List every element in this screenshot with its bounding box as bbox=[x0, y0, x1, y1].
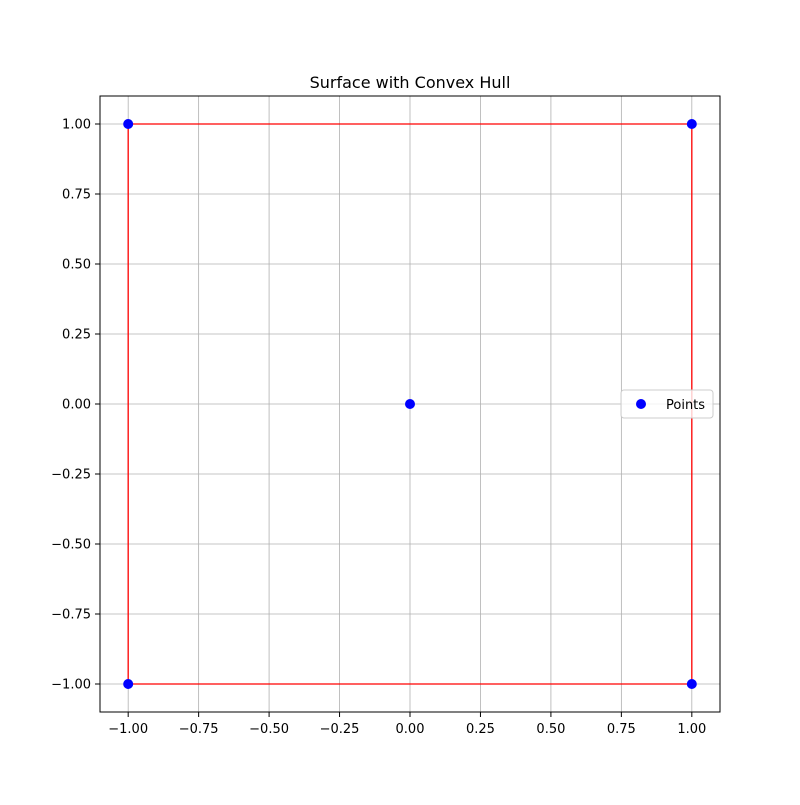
x-tick-label: −0.25 bbox=[320, 722, 360, 737]
x-tick-label: 0.50 bbox=[536, 722, 565, 737]
points-layer bbox=[123, 119, 697, 689]
scatter-point bbox=[686, 679, 697, 689]
x-tick-label: 0.25 bbox=[466, 722, 495, 737]
y-tick-label: 0.25 bbox=[62, 328, 91, 343]
y-tick-label: −0.25 bbox=[51, 468, 91, 483]
y-tick-label: 1.00 bbox=[62, 118, 91, 133]
scatter-point bbox=[686, 119, 697, 129]
legend-label-points: Points bbox=[666, 398, 705, 413]
scatter-point bbox=[123, 679, 134, 689]
scatter-point bbox=[405, 399, 415, 409]
y-tick-label: 0.75 bbox=[62, 188, 91, 203]
legend-box bbox=[620, 389, 714, 419]
ticks-layer: −1.00 −0.75 −0.50 −0.25 0.00 0.25 0.50 0.75 1.00… bbox=[51, 118, 706, 738]
x-tick-label: −0.50 bbox=[249, 722, 289, 737]
legend: Points bbox=[620, 389, 714, 419]
x-tick-label: 0.00 bbox=[396, 722, 425, 737]
y-tick-label: −0.75 bbox=[51, 608, 91, 623]
x-tick-label: −1.00 bbox=[108, 722, 148, 737]
y-tick-label: −1.00 bbox=[51, 678, 91, 693]
chart-title: Surface with Convex Hull bbox=[310, 73, 511, 92]
x-tick-label: −0.75 bbox=[179, 722, 219, 737]
legend-marker-points bbox=[636, 399, 646, 409]
x-tick-label: 1.00 bbox=[677, 722, 706, 737]
y-tick-label: 0.00 bbox=[62, 398, 91, 413]
scatter-point bbox=[123, 119, 134, 129]
y-tick-label: 0.50 bbox=[62, 258, 91, 273]
y-tick-label: −0.50 bbox=[51, 538, 91, 553]
x-tick-label: 0.75 bbox=[607, 722, 636, 737]
